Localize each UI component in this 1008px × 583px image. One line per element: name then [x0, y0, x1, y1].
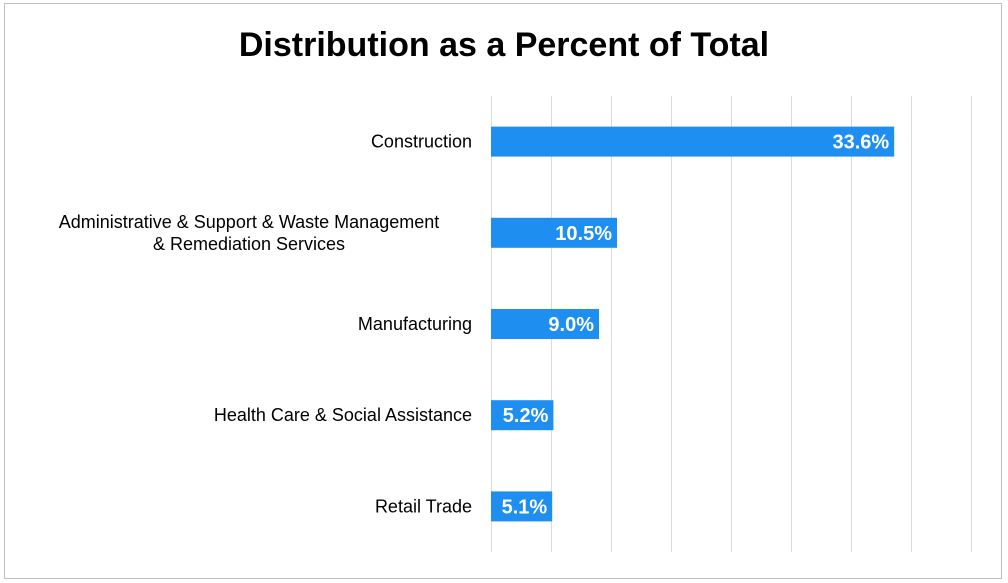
category-label: Administrative & Support & Waste Managem…: [59, 212, 440, 232]
chart-title: Distribution as a Percent of Total: [238, 26, 770, 64]
category-label: Manufacturing: [358, 314, 472, 334]
data-label: 5.1%: [502, 496, 548, 518]
category-label: Construction: [371, 132, 472, 152]
bar: [491, 400, 554, 431]
bar: [491, 126, 895, 157]
category-label: & Remediation Services: [153, 234, 345, 254]
category-label: Health Care & Social Assistance: [214, 405, 472, 425]
data-label: 9.0%: [548, 314, 594, 336]
category-label: Retail Trade: [375, 496, 472, 516]
bar: [491, 491, 553, 522]
data-label: 33.6%: [832, 132, 889, 154]
bar: [491, 309, 599, 339]
chart-frame: [4, 3, 1002, 579]
data-label: 10.5%: [555, 223, 612, 245]
data-label: 5.2%: [503, 405, 549, 427]
bar: [491, 217, 617, 248]
